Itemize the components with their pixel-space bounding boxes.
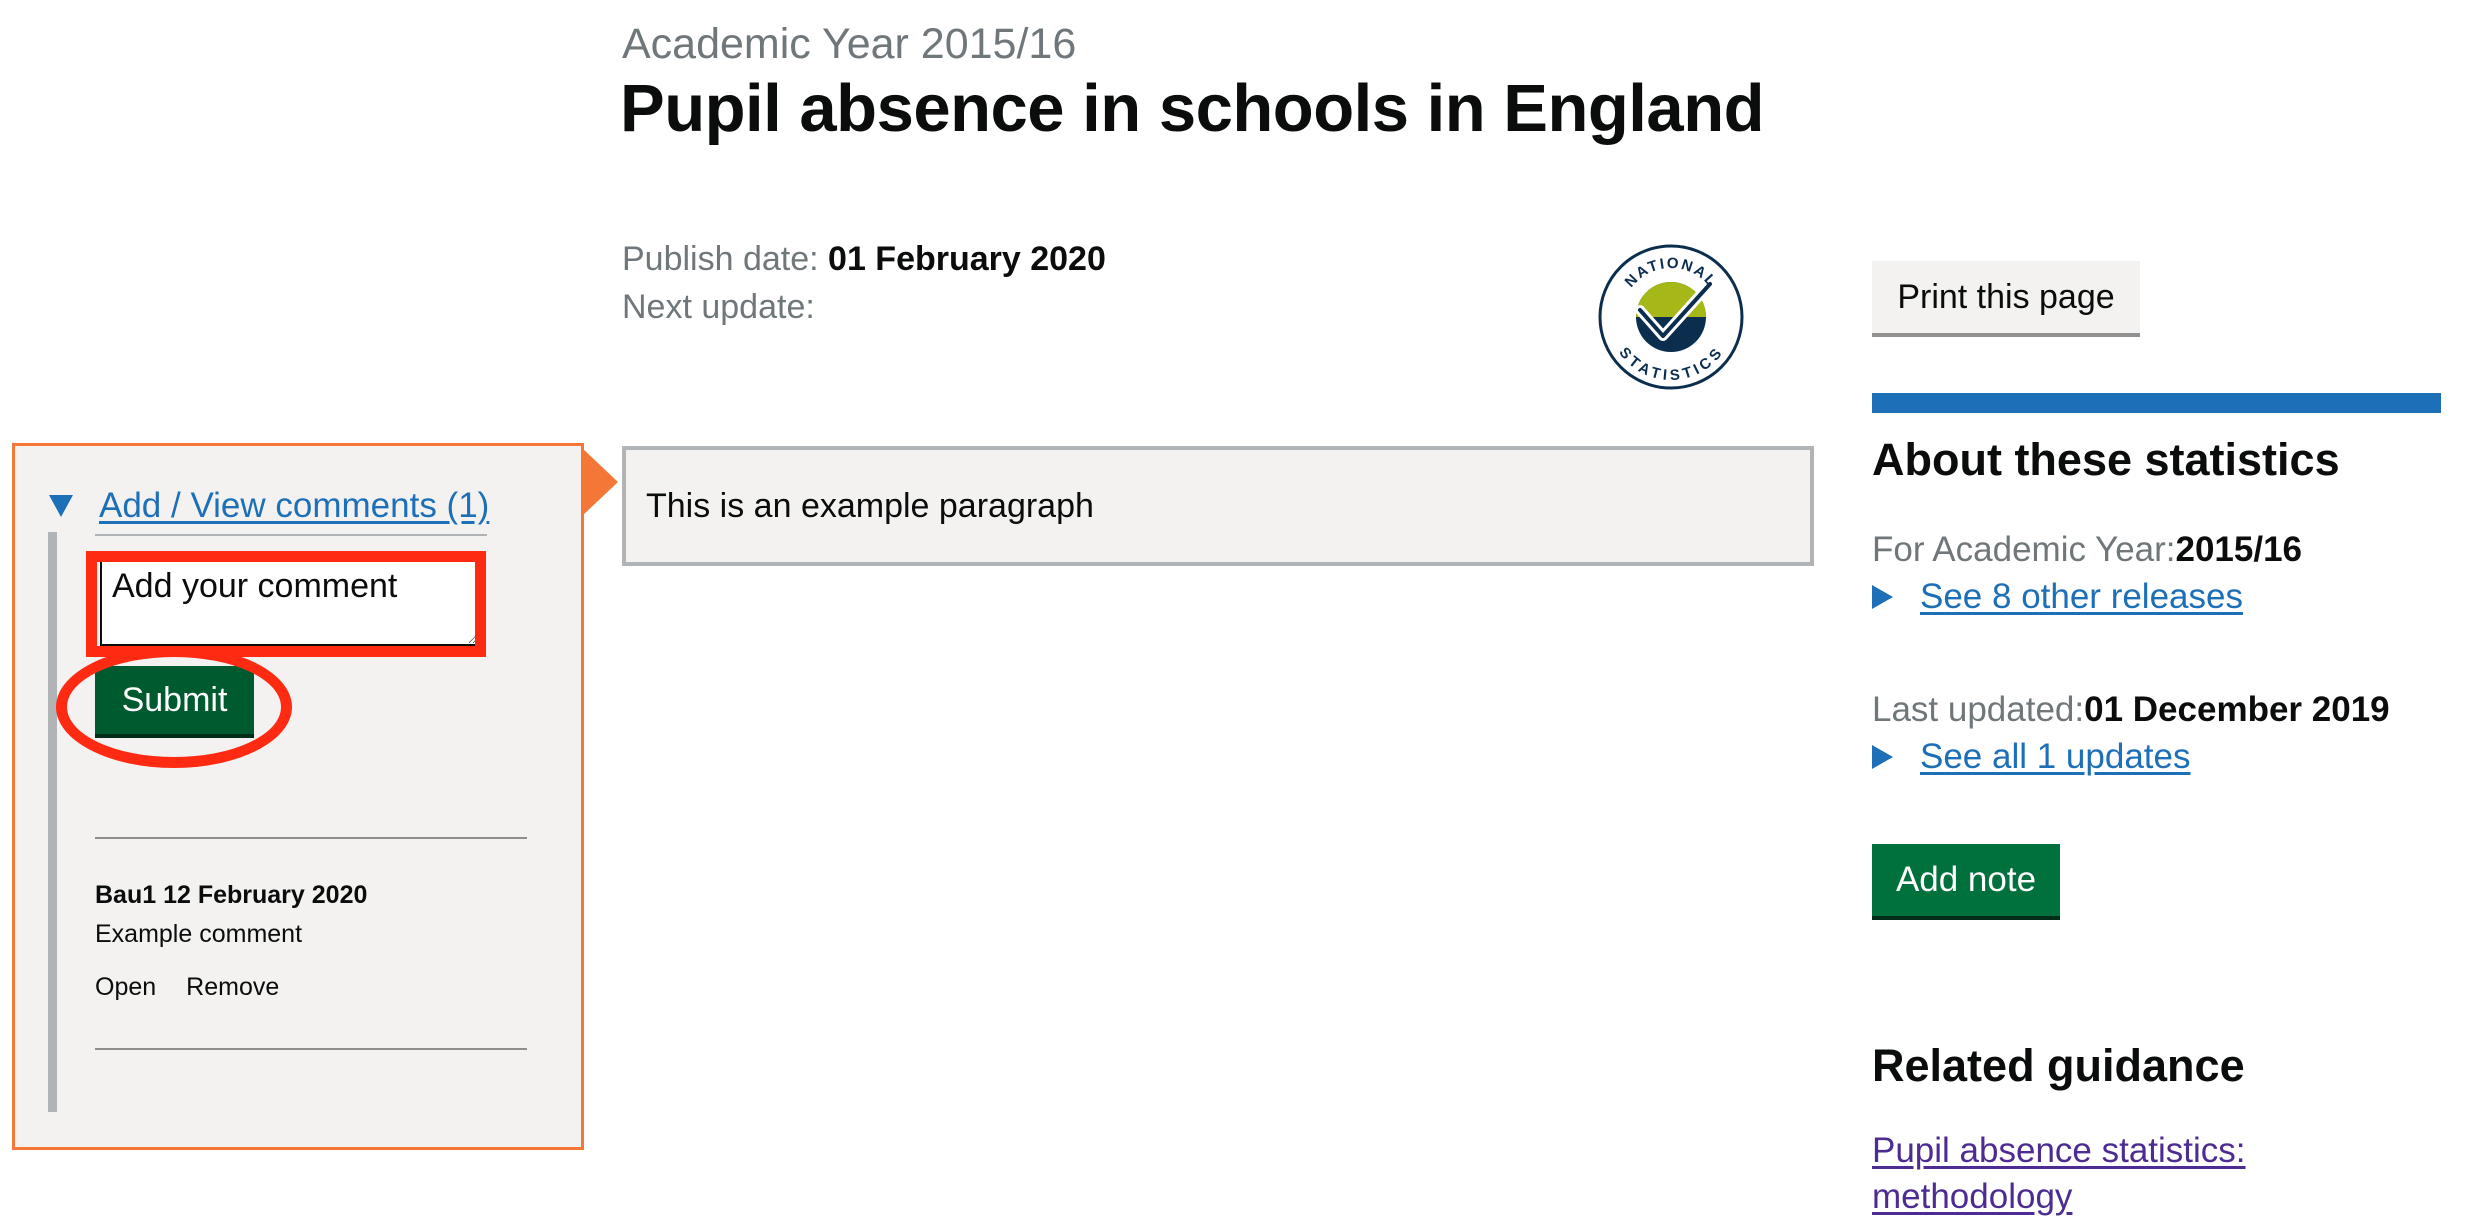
triangle-right-icon: [1872, 585, 1893, 609]
comment-divider-bottom: [95, 1048, 527, 1050]
publish-date-label: Publish date:: [622, 240, 829, 278]
comments-toggle-link[interactable]: Add / View comments (1): [99, 486, 490, 525]
last-updated-label: Last updated:: [1872, 690, 2085, 729]
comment-text: Example comment: [95, 920, 303, 948]
last-updated-line: Last updated:01 December 2019: [1872, 686, 2390, 734]
open-comment-button[interactable]: Open: [95, 973, 157, 1001]
about-statistics-heading: About these statistics: [1872, 434, 2340, 485]
publish-date-value: 01 February 2020: [828, 240, 1106, 278]
academic-year-line: For Academic Year:2015/16: [1872, 526, 2302, 574]
related-guidance-item: Pupil absence statistics: methodology: [1872, 1128, 2392, 1220]
next-update-label: Next update:: [622, 288, 815, 326]
all-updates-toggle[interactable]: See all 1 updates: [1872, 733, 2190, 781]
last-updated-value: 01 December 2019: [2084, 690, 2390, 729]
all-updates-link[interactable]: See all 1 updates: [1920, 737, 2191, 776]
related-guidance-heading: Related guidance: [1872, 1040, 2245, 1091]
publish-date-line: Publish date: 01 February 2020: [622, 236, 1106, 282]
print-page-button[interactable]: Print this page: [1872, 261, 2140, 337]
comments-toggle[interactable]: Add / View comments (1): [49, 482, 489, 530]
submit-comment-button[interactable]: Submit: [95, 666, 254, 738]
page-caption: Academic Year 2015/16: [622, 20, 1077, 68]
comment-divider-top: [95, 837, 527, 839]
comment-author-date: Bau1 12 February 2020: [95, 881, 368, 909]
other-releases-link[interactable]: See 8 other releases: [1920, 577, 2243, 616]
triangle-right-icon: [1872, 745, 1893, 769]
other-releases-toggle[interactable]: See 8 other releases: [1872, 573, 2243, 621]
comment-input[interactable]: [100, 558, 479, 646]
comment-actions: Open Remove: [95, 970, 279, 1004]
remove-comment-button[interactable]: Remove: [186, 973, 280, 1001]
methodology-link[interactable]: Pupil absence statistics: methodology: [1872, 1131, 2246, 1216]
example-paragraph[interactable]: This is an example paragraph: [622, 446, 1814, 566]
add-note-button[interactable]: Add note: [1872, 844, 2060, 920]
comment-pointer-arrow: [582, 448, 618, 516]
academic-year-value: 2015/16: [2175, 530, 2303, 569]
comments-panel: Add / View comments (1) Submit Bau1 12 F…: [12, 443, 584, 1150]
triangle-down-icon: [49, 495, 73, 517]
sidebar-accent-bar: [1872, 393, 2441, 413]
academic-year-label: For Academic Year:: [1872, 530, 2176, 569]
toggle-underline-divider: [95, 534, 487, 536]
page-title: Pupil absence in schools in England: [620, 71, 1765, 146]
details-left-border: [48, 532, 57, 1112]
national-statistics-logo-icon: NATIONAL STATISTICS: [1598, 244, 1744, 390]
